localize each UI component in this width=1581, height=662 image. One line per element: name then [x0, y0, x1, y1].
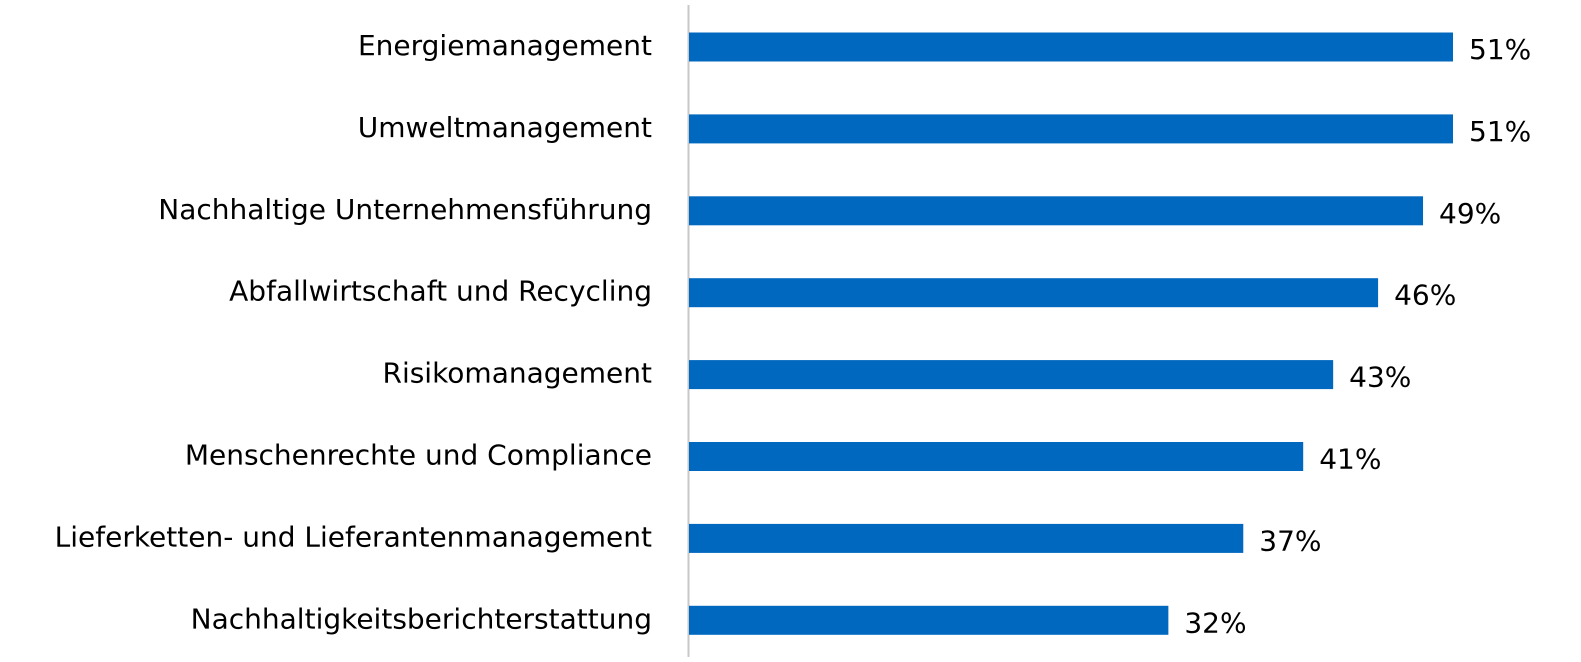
bar — [689, 442, 1304, 471]
bar — [689, 605, 1169, 635]
value-label: 46% — [1394, 279, 1456, 312]
value-label: 32% — [1184, 606, 1246, 639]
category-label: Energiemanagement — [358, 29, 652, 62]
value-label: 37% — [1259, 524, 1321, 557]
category-label: Lieferketten- und Lieferantenmanagement — [55, 520, 652, 553]
bar — [689, 278, 1379, 308]
bar — [689, 523, 1244, 553]
category-label: Nachhaltigkeitsberichterstattung — [191, 602, 652, 635]
value-label: 43% — [1349, 361, 1411, 394]
category-label: Nachhaltige Unternehmensführung — [158, 193, 652, 226]
bar — [689, 114, 1453, 144]
value-label: 51% — [1469, 33, 1531, 66]
bar — [689, 196, 1424, 226]
value-label: 49% — [1439, 197, 1501, 230]
value-label: 51% — [1469, 115, 1531, 148]
category-label: Risikomanagement — [382, 357, 652, 390]
category-label: Menschenrechte und Compliance — [185, 439, 652, 472]
category-label: Abfallwirtschaft und Recycling — [229, 275, 652, 308]
bar — [689, 32, 1453, 62]
category-label: Umweltmanagement — [358, 111, 652, 144]
value-label: 41% — [1319, 443, 1381, 476]
bar — [689, 360, 1334, 390]
